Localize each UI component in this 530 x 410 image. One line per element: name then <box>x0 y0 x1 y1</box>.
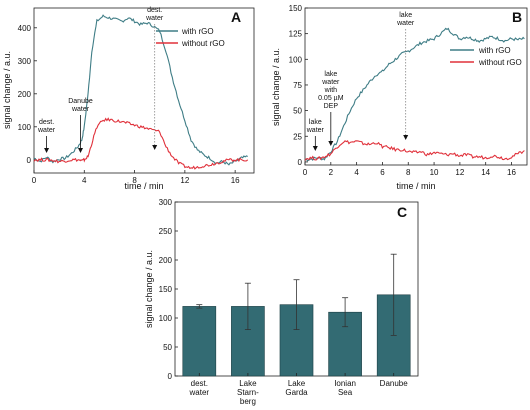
panel-b-y-axis-label: signal change / a.u. <box>271 48 281 126</box>
x-tick-label: 6 <box>380 168 385 177</box>
panel-a-frame <box>33 7 255 174</box>
annotation-arrowhead <box>328 141 334 146</box>
panel-c-plot-area: 050100150200250300dest.waterLakeStarn-be… <box>159 198 411 406</box>
panel-c-letter: C <box>397 204 407 220</box>
annotation-text: water <box>396 20 415 27</box>
y-tick-label: 250 <box>159 227 173 236</box>
panel-a-x-axis-label: time / min <box>124 181 163 191</box>
annotation-text: lake <box>399 12 412 19</box>
panel-b-x-axis-label: time / min <box>396 181 435 191</box>
category-label: Ionian <box>334 379 356 388</box>
panel-a: 0 4 8 12 160100200300400dest.waterDanubewate… <box>2 7 255 191</box>
annotation-text: water <box>306 127 325 134</box>
annotation-text: lake <box>324 71 337 78</box>
series-line-without-rgo <box>304 140 525 161</box>
annotation-text: water <box>71 106 90 113</box>
category-label: Sea <box>338 388 353 397</box>
panel-a-legend: with rGO without rGO <box>156 27 225 48</box>
y-tick-label: 150 <box>159 285 173 294</box>
y-tick-label: 100 <box>289 55 303 64</box>
annotation-arrowhead <box>44 148 50 153</box>
annotation-text: dest. <box>147 7 162 14</box>
legend-label-with-rgo: with rGO <box>478 46 511 55</box>
annotation-text: lake <box>309 119 322 126</box>
category-label: Lake <box>239 379 257 388</box>
x-tick-label: 14 <box>481 168 490 177</box>
y-tick-label: 150 <box>289 4 303 13</box>
legend-label-without-rgo: without rGO <box>478 58 522 67</box>
annotation-arrowhead <box>403 135 409 140</box>
y-tick-label: 50 <box>163 343 172 352</box>
annotation-text: Danube <box>68 98 93 105</box>
panel-a-y-axis-label: signal change / a.u. <box>2 51 12 129</box>
series-line-with-rgo <box>33 14 248 166</box>
annotation-text: water <box>37 127 56 134</box>
annotation-text: water <box>321 79 340 86</box>
annotation-text: DEP <box>324 103 339 110</box>
x-tick-label: 16 <box>231 176 240 185</box>
x-tick-label: 12 <box>180 176 189 185</box>
category-label: berg <box>240 397 256 406</box>
bar <box>182 306 217 377</box>
annotation-text: dest. <box>39 119 54 126</box>
category-label: Lake <box>288 379 306 388</box>
panel-b-plot-area: 0 2 4 6 8 10 12 14 160255075100125150lakewaterla… <box>289 4 525 177</box>
series-line-without-rgo <box>33 117 249 170</box>
y-tick-label: 25 <box>293 132 302 141</box>
legend-label-with-rgo: with rGO <box>181 27 214 36</box>
panel-b-letter: B <box>512 9 522 25</box>
panel-a-letter: A <box>231 9 241 25</box>
y-tick-label: 75 <box>293 81 302 90</box>
annotation-arrowhead <box>312 146 318 151</box>
panel-b-legend: with rGO without rGO <box>450 46 522 67</box>
annotation-text: with <box>324 87 338 94</box>
series-line-with-rgo <box>304 27 525 162</box>
y-tick-label: 125 <box>289 30 303 39</box>
category-label: Starn- <box>237 388 259 397</box>
category-label: water <box>189 388 210 397</box>
legend-label-without-rgo: without rGO <box>181 39 225 48</box>
annotation-text: water <box>145 15 164 22</box>
x-tick-label: 4 <box>354 168 359 177</box>
y-tick-label: 200 <box>18 90 32 99</box>
x-tick-label: 2 <box>329 168 334 177</box>
x-tick-label: 4 <box>82 176 87 185</box>
panel-c-y-axis-label: signal change / a.u. <box>144 250 154 328</box>
panel-a-plot-area: 0 4 8 12 160100200300400dest.waterDanubewate… <box>18 7 249 185</box>
annotation-text: 0.05 µM <box>318 95 344 102</box>
y-tick-label: 400 <box>18 24 32 33</box>
category-label: Garda <box>285 388 308 397</box>
y-tick-label: 0 <box>168 372 173 381</box>
panel-c: 050100150200250300dest.waterLakeStarn-be… <box>144 198 419 406</box>
y-tick-label: 300 <box>18 57 32 66</box>
x-tick-label: 0 <box>32 176 37 185</box>
y-tick-label: 300 <box>159 198 173 207</box>
x-tick-label: 8 <box>132 176 137 185</box>
category-label: Danube <box>380 379 409 388</box>
annotation-arrowhead <box>152 145 158 150</box>
panel-b: 0 2 4 6 8 10 12 14 160255075100125150lakewaterla… <box>271 4 528 191</box>
category-label: dest. <box>191 379 208 388</box>
x-tick-label: 16 <box>507 168 516 177</box>
annotation-arrowhead <box>78 148 84 153</box>
x-tick-label: 8 <box>406 168 411 177</box>
panel-b-frame <box>304 7 528 166</box>
x-tick-label: 0 <box>303 168 308 177</box>
y-tick-label: 100 <box>159 314 173 323</box>
y-tick-label: 100 <box>18 123 32 132</box>
x-tick-label: 10 <box>430 168 439 177</box>
y-tick-label: 50 <box>293 107 302 116</box>
y-tick-label: 0 <box>27 156 32 165</box>
y-tick-label: 200 <box>159 256 173 265</box>
y-tick-label: 0 <box>298 158 303 167</box>
x-tick-label: 12 <box>455 168 464 177</box>
